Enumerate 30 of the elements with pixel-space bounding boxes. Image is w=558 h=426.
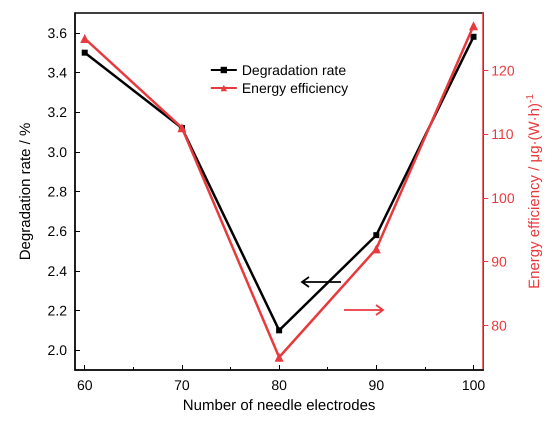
- y2-axis-title: Energy efficiency / μg·(W·h)-1: [525, 94, 543, 289]
- y-tick-label: 3.6: [48, 24, 68, 41]
- y-tick-label: 2.4: [48, 262, 68, 279]
- y-tick-label: 2.2: [48, 302, 68, 318]
- x-tick-label: 60: [76, 377, 93, 393]
- point: [470, 34, 477, 40]
- point: [82, 50, 88, 56]
- x-tick-label: 100: [462, 377, 486, 393]
- y-tick-label: 2.0: [48, 342, 68, 358]
- point: [276, 327, 282, 334]
- y-tick-label: 2.6: [48, 223, 68, 240]
- y-tick-label: 3.4: [48, 64, 68, 80]
- y2-tick-label: 80: [491, 317, 508, 334]
- x-tick-label: 70: [174, 377, 190, 393]
- legend-label: Degradation rate: [242, 62, 346, 78]
- point: [373, 232, 380, 238]
- y-tick-label: 2.8: [48, 184, 68, 200]
- x-tick-label: 90: [368, 377, 384, 393]
- y-tick-label: 3.0: [48, 144, 68, 160]
- y-axis-title: Degradation rate / %: [17, 122, 34, 260]
- y2-tick-label: 110: [491, 126, 514, 142]
- legend-label: Energy efficiency: [242, 80, 348, 96]
- y2-tick-label: 100: [491, 190, 515, 206]
- y2-tick-label: 90: [491, 254, 508, 270]
- x-tick-label: 80: [271, 377, 288, 393]
- y2-tick-label: 120: [491, 62, 515, 78]
- point: [469, 21, 478, 30]
- x-axis-title: Number of needle electrodes: [182, 397, 376, 414]
- y-tick-label: 3.2: [48, 104, 68, 120]
- point: [274, 352, 284, 362]
